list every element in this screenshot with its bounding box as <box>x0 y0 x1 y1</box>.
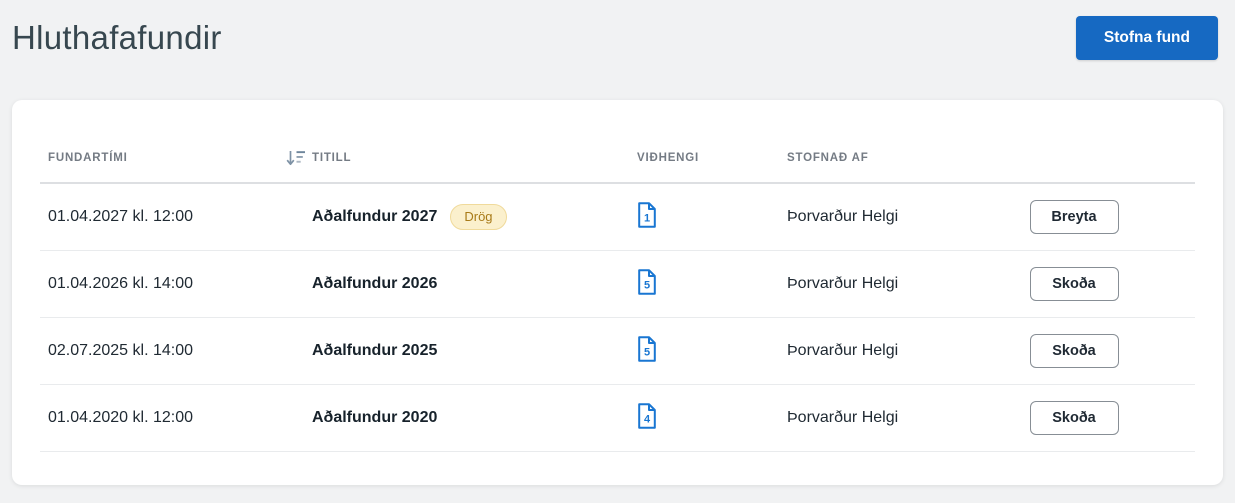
attachment-document-icon[interactable]: 5 <box>637 335 657 362</box>
created-by: Þorvarður Helgi <box>787 275 899 292</box>
row-action-cell: Breyta <box>1009 200 1195 234</box>
meeting-time: 01.04.2027 kl. 12:00 <box>48 208 194 225</box>
meeting-time: 02.07.2025 kl. 14:00 <box>48 342 194 359</box>
table-row: 01.04.2026 kl. 14:00 Aðalfundur 2026 5 Þ… <box>40 251 1195 318</box>
attachment-document-icon[interactable]: 1 <box>637 201 657 228</box>
page-title: Hluthafafundir <box>12 19 222 56</box>
table-row: 01.04.2027 kl. 12:00 Aðalfundur 2027 Drö… <box>40 184 1195 251</box>
meeting-time: 01.04.2026 kl. 14:00 <box>48 275 194 292</box>
column-header-time-label: Fundartími <box>48 152 128 164</box>
column-header-title: Titill <box>312 152 352 164</box>
row-action-cell: Skoða <box>1009 401 1195 435</box>
attachments-cell: 5 <box>637 335 787 367</box>
column-header-attachments: Viðhengi <box>637 152 700 164</box>
meeting-title: Aðalfundur 2026 <box>312 275 438 292</box>
meeting-title-cell: Aðalfundur 2027 Drög <box>312 204 637 230</box>
meeting-title: Aðalfundur 2020 <box>312 409 438 426</box>
edit-button[interactable]: Breyta <box>1029 200 1119 234</box>
attachments-cell: 5 <box>637 268 787 300</box>
created-by: Þorvarður Helgi <box>787 208 899 225</box>
column-header-time: Fundartími <box>48 149 312 168</box>
table-row: 01.04.2020 kl. 12:00 Aðalfundur 2020 4 Þ… <box>40 385 1195 452</box>
attachment-count: 5 <box>644 279 650 291</box>
view-button[interactable]: Skoða <box>1029 401 1119 435</box>
meetings-card: Fundartími Titill Viðhengi Stofnað af 01… <box>12 100 1223 485</box>
attachment-document-icon[interactable]: 5 <box>637 268 657 295</box>
row-action-cell: Skoða <box>1009 267 1195 301</box>
attachment-count: 1 <box>644 212 650 224</box>
draft-status-badge: Drög <box>450 204 507 230</box>
attachments-cell: 1 <box>637 201 787 233</box>
view-button[interactable]: Skoða <box>1029 267 1119 301</box>
created-by: Þorvarður Helgi <box>787 409 899 426</box>
table-row: 02.07.2025 kl. 14:00 Aðalfundur 2025 5 Þ… <box>40 318 1195 385</box>
row-action-cell: Skoða <box>1009 334 1195 368</box>
meeting-time: 01.04.2020 kl. 12:00 <box>48 409 194 426</box>
meeting-title-cell: Aðalfundur 2025 <box>312 342 637 360</box>
view-button[interactable]: Skoða <box>1029 334 1119 368</box>
sort-descending-icon[interactable] <box>285 149 306 168</box>
column-header-created-by: Stofnað af <box>787 152 869 164</box>
page-header: Hluthafafundir Stofna fund <box>0 0 1235 76</box>
create-meeting-button[interactable]: Stofna fund <box>1075 16 1218 60</box>
meeting-title: Aðalfundur 2027 <box>312 208 438 225</box>
meeting-title-cell: Aðalfundur 2020 <box>312 409 637 427</box>
meeting-title: Aðalfundur 2025 <box>312 342 438 359</box>
attachment-count: 4 <box>644 413 651 425</box>
attachment-count: 5 <box>644 346 650 358</box>
table-header-row: Fundartími Titill Viðhengi Stofnað af <box>40 134 1195 184</box>
created-by: Þorvarður Helgi <box>787 342 899 359</box>
attachment-document-icon[interactable]: 4 <box>637 402 657 429</box>
attachments-cell: 4 <box>637 402 787 434</box>
meeting-title-cell: Aðalfundur 2026 <box>312 275 637 293</box>
